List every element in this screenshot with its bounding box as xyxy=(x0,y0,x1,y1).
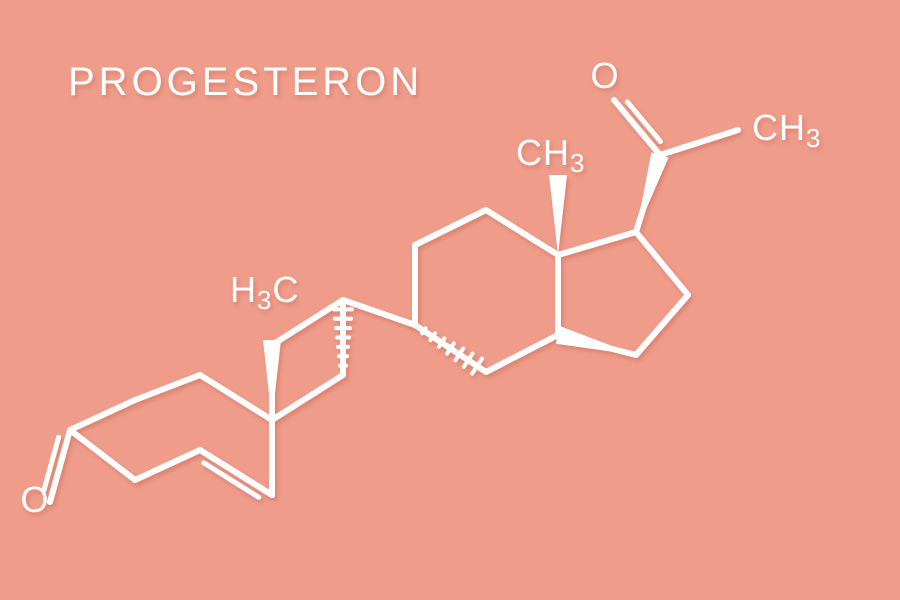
bond xyxy=(70,400,135,430)
bond xyxy=(486,210,558,255)
bond xyxy=(558,232,636,255)
bond xyxy=(636,232,688,295)
hash-bond xyxy=(422,328,425,333)
bond xyxy=(200,450,272,495)
molecule-diagram: PROGESTERONOH3CCH3OCH3 xyxy=(0,0,900,600)
bond xyxy=(415,210,486,245)
bond xyxy=(486,335,558,372)
bond xyxy=(272,375,343,420)
atom-label: O xyxy=(20,479,49,520)
atom-label: O xyxy=(590,55,619,96)
bond xyxy=(660,130,738,155)
bond xyxy=(135,375,200,400)
bond xyxy=(135,450,200,480)
molecule-title: PROGESTERON xyxy=(68,60,423,104)
bond xyxy=(636,295,688,355)
atom-label: H3C xyxy=(230,269,299,315)
bond xyxy=(614,100,660,155)
wedge-bond xyxy=(549,175,567,255)
wedge-bond xyxy=(263,340,281,420)
atom-label: CH3 xyxy=(752,107,821,153)
bond xyxy=(343,300,415,325)
wedge-bond xyxy=(636,152,669,232)
bond xyxy=(70,430,135,480)
atom-label: CH3 xyxy=(516,132,585,178)
bond xyxy=(200,375,272,420)
wedge-bond xyxy=(556,326,636,355)
